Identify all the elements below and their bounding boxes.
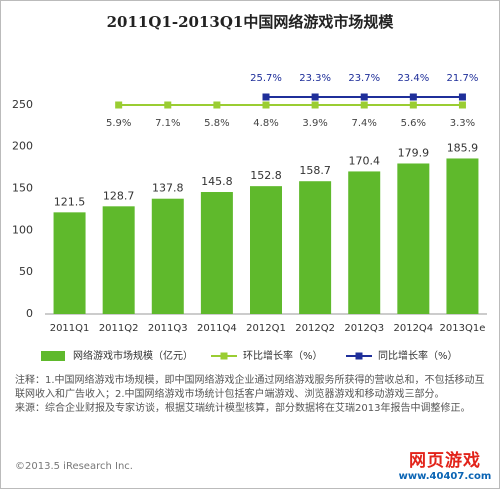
data-label: 152.8 bbox=[250, 169, 282, 182]
line-marker bbox=[458, 93, 466, 101]
bar bbox=[348, 171, 381, 314]
chart: 2011Q1-2013Q1中国网络游戏市场规模 0 50 100 150 200 250 2… bbox=[12, 13, 487, 362]
bar bbox=[250, 186, 282, 314]
data-label: 21.7% bbox=[447, 73, 479, 84]
data-label: 121.5 bbox=[54, 195, 86, 208]
bar bbox=[102, 206, 135, 314]
y-tick-label: 200 bbox=[12, 140, 33, 153]
footer: ©2013.5 iResearch Inc. bbox=[15, 461, 133, 472]
x-tick-label: 2012Q2 bbox=[295, 323, 335, 334]
bar bbox=[299, 181, 332, 314]
y-tick-label: 250 bbox=[12, 98, 33, 111]
data-label: 5.8% bbox=[204, 118, 229, 129]
bar bbox=[151, 198, 184, 314]
x-tick-label: 2013Q1e bbox=[440, 323, 486, 334]
line-marker bbox=[360, 93, 368, 101]
legend-swatch bbox=[220, 352, 228, 360]
notes: 注释：1.中国网络游戏市场规模，即中国网络游戏企业通过网络游戏服务所获得的营收总… bbox=[15, 374, 485, 416]
y-tick-label: 100 bbox=[12, 223, 33, 236]
line-marker bbox=[409, 93, 417, 101]
line-marker bbox=[115, 101, 123, 109]
data-label: 170.4 bbox=[348, 154, 380, 167]
data-label: 145.8 bbox=[201, 175, 233, 188]
line-marker bbox=[164, 101, 172, 109]
bar bbox=[53, 212, 86, 314]
data-label: 23.4% bbox=[397, 73, 429, 84]
data-label: 3.9% bbox=[302, 118, 327, 129]
data-label: 158.7 bbox=[299, 164, 331, 177]
line-marker bbox=[311, 93, 319, 101]
x-tick-label: 2011Q2 bbox=[99, 323, 139, 334]
note: 注释：1.中国网络游戏市场规模，即中国网络游戏企业通过网络游戏服务所获得的营收总… bbox=[15, 375, 485, 400]
logo-text: 网页游戏 bbox=[409, 451, 481, 471]
data-label: 179.9 bbox=[398, 146, 430, 159]
note: 来源：综合企业财报及专家访谈，根据艾瑞统计模型核算，部分数据将在艾瑞2013年报… bbox=[15, 403, 471, 414]
y-tick-label: 150 bbox=[12, 182, 33, 195]
data-label: 4.8% bbox=[253, 118, 278, 129]
legend-label: 网络游戏市场规模（亿元） bbox=[73, 349, 193, 362]
chart-title: 2011Q1-2013Q1中国网络游戏市场规模 bbox=[107, 13, 395, 31]
line-marker bbox=[262, 93, 270, 101]
line-marker bbox=[409, 101, 417, 109]
data-label: 7.4% bbox=[352, 118, 377, 129]
data-label: 5.9% bbox=[106, 118, 131, 129]
x-tick-label: 2011Q1 bbox=[50, 323, 90, 334]
bar bbox=[446, 158, 479, 314]
x-tick-label: 2012Q3 bbox=[344, 323, 384, 334]
bar bbox=[200, 192, 233, 314]
line-marker bbox=[262, 101, 270, 109]
legend-swatch bbox=[355, 352, 363, 360]
data-label: 3.3% bbox=[450, 118, 475, 129]
data-label: 185.9 bbox=[447, 141, 479, 154]
logo-url: www.40407.com bbox=[398, 471, 492, 482]
data-label: 23.3% bbox=[299, 73, 331, 84]
data-label: 137.8 bbox=[152, 182, 184, 195]
bar bbox=[397, 163, 430, 314]
data-label: 128.7 bbox=[103, 189, 135, 202]
legend-label: 同比增长率（%） bbox=[378, 349, 458, 362]
legend-swatch bbox=[41, 351, 65, 361]
x-tick-label: 2012Q1 bbox=[246, 323, 286, 334]
data-label: 23.7% bbox=[348, 73, 380, 84]
y-tick-label: 0 bbox=[26, 307, 33, 320]
data-label: 5.6% bbox=[401, 118, 426, 129]
line-marker bbox=[213, 101, 221, 109]
y-tick-label: 50 bbox=[19, 265, 33, 278]
data-label: 7.1% bbox=[155, 118, 180, 129]
line-marker bbox=[311, 101, 319, 109]
line-marker bbox=[360, 101, 368, 109]
logo: 网页游戏 www.40407.com bbox=[397, 446, 493, 482]
line-marker bbox=[458, 101, 466, 109]
legend-label: 环比增长率（%） bbox=[243, 349, 323, 362]
x-tick-label: 2011Q3 bbox=[148, 323, 188, 334]
x-tick-label: 2011Q4 bbox=[197, 323, 237, 334]
x-tick-label: 2012Q4 bbox=[393, 323, 433, 334]
data-label: 25.7% bbox=[250, 73, 282, 84]
